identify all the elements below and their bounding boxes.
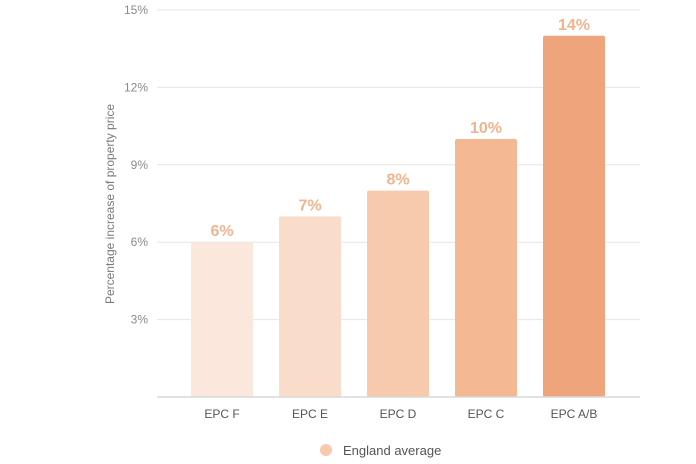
y-axis-ticks: 3% 6% 9% 12% 15% — [124, 3, 148, 327]
y-tick-label: 3% — [131, 313, 149, 327]
bar-value-label: 14% — [558, 17, 590, 34]
bar — [191, 242, 253, 397]
bar — [279, 216, 341, 397]
bar-value-label: 6% — [210, 223, 233, 240]
data-labels: 6% 7% 8% 10% 14% — [210, 17, 590, 240]
x-category-label: EPC F — [204, 407, 239, 421]
y-tick-label: 15% — [124, 3, 148, 17]
y-axis-title: Percentage increase of property price — [103, 104, 117, 304]
bar-value-label: 7% — [298, 197, 321, 214]
bar — [543, 35, 605, 398]
bar — [455, 139, 517, 397]
legend: England average — [320, 443, 441, 458]
x-category-label: EPC C — [468, 407, 505, 421]
bar-value-label: 8% — [386, 172, 409, 189]
x-category-label: EPC E — [292, 407, 328, 421]
x-category-label: EPC A/B — [551, 407, 598, 421]
bars — [191, 35, 605, 398]
y-tick-label: 9% — [131, 158, 149, 172]
y-tick-label: 12% — [124, 80, 148, 94]
x-axis-categories: EPC F EPC E EPC D EPC C EPC A/B — [204, 407, 597, 421]
legend-label: England average — [343, 443, 441, 458]
bar — [367, 190, 429, 397]
legend-swatch — [320, 444, 332, 456]
x-category-label: EPC D — [380, 407, 417, 421]
bar-value-label: 10% — [470, 120, 502, 137]
y-tick-label: 6% — [131, 235, 149, 249]
